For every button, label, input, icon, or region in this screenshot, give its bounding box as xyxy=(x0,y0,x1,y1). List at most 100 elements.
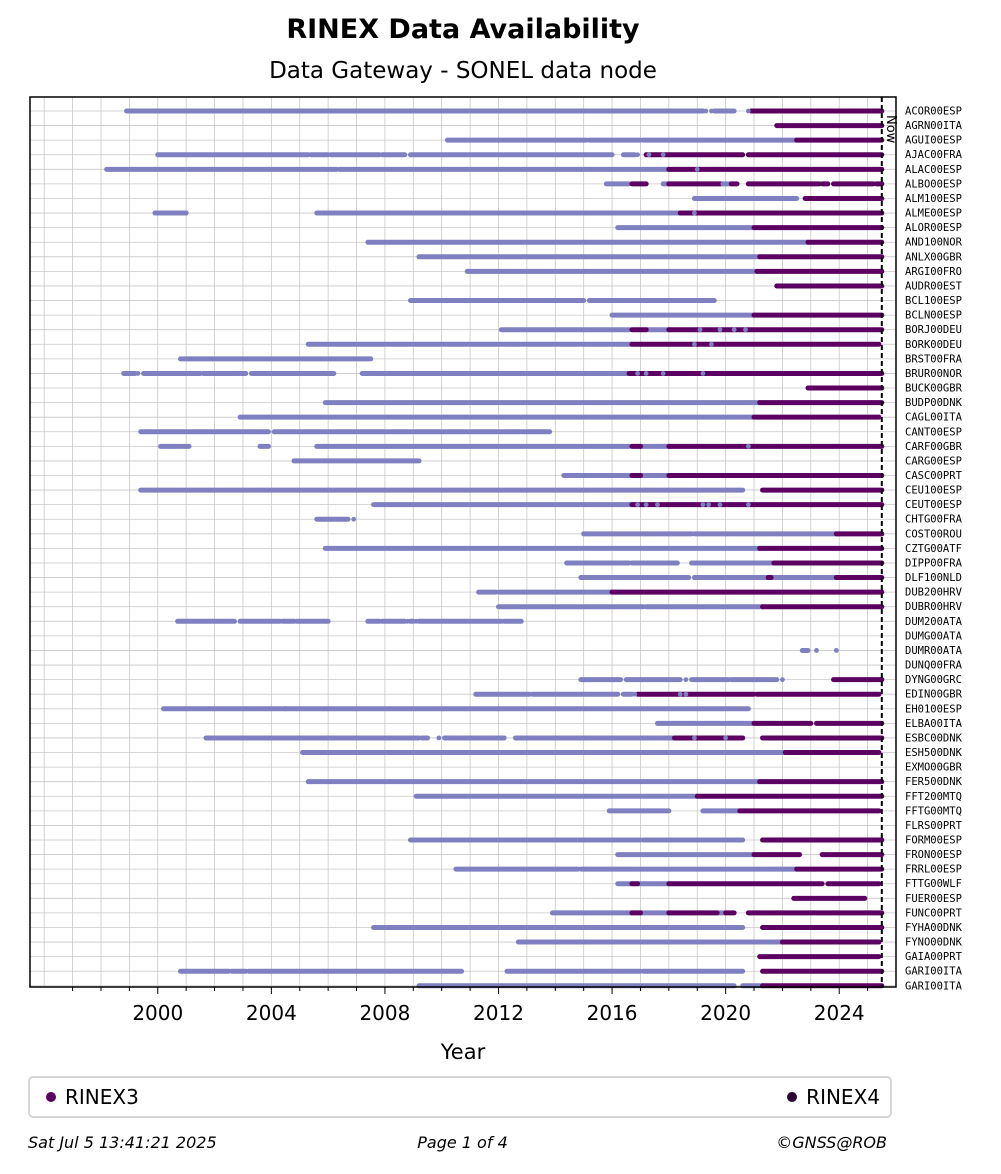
dot-rinex2 xyxy=(646,152,652,158)
station-label: AGUI00ESP xyxy=(905,135,962,147)
station-label: BORJ00DEU xyxy=(905,324,962,336)
station-label: FFT200MTQ xyxy=(905,791,962,803)
dot-rinex2 xyxy=(692,735,697,741)
dot-rinex2 xyxy=(655,502,660,508)
availability-chart: Now ACOR00ESP AGRN00ITA AGUI00ESP AJAC00FRA A… xyxy=(29,96,963,1064)
plot-frame xyxy=(29,96,897,988)
legend-marker-rinex3 xyxy=(46,1092,56,1102)
legend-marker-rinex4 xyxy=(787,1092,798,1102)
station-label: DYNG00GRC xyxy=(905,674,962,686)
station-label: FRRL00ESP xyxy=(905,864,962,876)
footer-timestamp: Sat Jul 5 13:41:21 2025 xyxy=(28,1133,217,1152)
dot-rinex2 xyxy=(743,327,748,333)
station-label: ARGI00FRO xyxy=(905,266,962,278)
legend-item-rinex3: RINEX3 xyxy=(46,1085,139,1109)
station-label: ANLX00GBR xyxy=(905,251,963,263)
legend: RINEX3 RINEX4 xyxy=(28,1076,892,1118)
station-label: BORK00DEU xyxy=(905,339,962,351)
x-tick-label: 2016 xyxy=(587,1001,638,1025)
station-label: FFTG00MTQ xyxy=(905,805,962,817)
station-label: CANT00ESP xyxy=(905,426,962,438)
dot-rinex2 xyxy=(745,108,751,114)
station-label: AJAC00FRA xyxy=(905,149,963,161)
dot-rinex2 xyxy=(635,371,641,376)
station-label: CASC00PRT xyxy=(905,470,963,482)
station-label: FER500DNK xyxy=(905,776,963,788)
station-label: AND100NOR xyxy=(905,237,963,249)
x-tick-label: 2020 xyxy=(700,1001,751,1025)
dot-rinex2 xyxy=(643,371,649,376)
station-label: EDIN00GBR xyxy=(905,689,963,701)
station-label: BCL100ESP xyxy=(905,295,962,307)
dot-rinex2 xyxy=(413,618,419,624)
station-label: ALM100ESP xyxy=(905,193,962,205)
dot-rinex2 xyxy=(709,108,714,114)
station-label: EH0100ESP xyxy=(905,703,962,715)
station-label: AUDR00EST xyxy=(905,280,963,292)
dot-rinex2 xyxy=(731,327,737,333)
station-label: CHTG00FRA xyxy=(905,514,963,526)
station-label: ESBC00DNK xyxy=(905,732,963,744)
station-label: FTTG00WLF xyxy=(905,878,962,890)
station-label: GARI00ITA xyxy=(905,980,963,992)
x-tick-label: 2000 xyxy=(132,1001,183,1025)
station-label: FUER00ESP xyxy=(905,893,962,905)
dot-rinex2 xyxy=(745,502,751,508)
station-label: ALME00ESP xyxy=(905,208,962,220)
dot-rinex2 xyxy=(692,341,697,347)
dot-rinex2 xyxy=(660,152,666,158)
station-label: DUB200HRV xyxy=(905,587,963,599)
station-label: BRST00FRA xyxy=(905,353,963,365)
station-label: FRON00ESP xyxy=(905,849,962,861)
station-label: ALOR00ESP xyxy=(905,222,962,234)
dot-rinex2 xyxy=(683,677,689,683)
station-label: DUBR00HRV xyxy=(905,601,963,613)
station-label: CEUT00ESP xyxy=(905,499,962,511)
station-label: GAIA00PRT xyxy=(905,951,963,963)
station-label: FYNO00DNK xyxy=(905,937,963,949)
station-label: FYHA00DNK xyxy=(905,922,963,934)
station-label: BCLN00ESP xyxy=(905,310,962,322)
dot-rinex2 xyxy=(692,210,697,216)
station-label: CEU100ESP xyxy=(905,485,962,497)
station-label: CARF00GBR xyxy=(905,441,963,453)
station-label: CAGL00ITA xyxy=(905,412,963,424)
station-label: DUMG00ATA xyxy=(905,630,963,642)
footer-copyright: ©GNSS@ROB xyxy=(776,1133,887,1152)
chart-title: RINEX Data Availability xyxy=(286,14,640,45)
x-tick-label: 2008 xyxy=(359,1001,410,1025)
x-axis-label: Year xyxy=(440,1040,486,1064)
dot-rinex2 xyxy=(635,502,641,508)
dot-rinex2 xyxy=(700,502,706,508)
station-label: COST00ROU xyxy=(905,528,962,540)
dot-rinex2 xyxy=(626,166,632,172)
station-label: DUNQ00FRA xyxy=(905,660,963,672)
dot-rinex2 xyxy=(351,516,357,522)
station-label: BUDP00DNK xyxy=(905,397,963,409)
legend-item-rinex4: RINEX4 xyxy=(787,1085,880,1109)
station-label: DUM200ATA xyxy=(905,616,963,628)
dot-rinex2 xyxy=(814,648,819,653)
dot-rinex2 xyxy=(677,691,683,697)
dot-rinex2 xyxy=(683,691,689,697)
dot-rinex2 xyxy=(703,108,709,114)
dot-rinex2 xyxy=(697,327,703,333)
station-label: FORM00ESP xyxy=(905,835,962,847)
station-label: AGRN00ITA xyxy=(905,120,963,132)
dot-rinex2 xyxy=(436,735,442,741)
station-label: DLF100NLD xyxy=(905,572,962,584)
dot-rinex2 xyxy=(405,618,411,624)
station-label: CZTG00ATF xyxy=(905,543,962,555)
station-label: CARG00ESP xyxy=(905,455,962,467)
dot-rinex2 xyxy=(833,648,839,653)
station-label: BUCK00GBR xyxy=(905,383,963,395)
station-label: ESH500DNK xyxy=(905,747,963,759)
footer-page-number: Page 1 of 4 xyxy=(417,1133,508,1152)
station-label: FLRS00PRT xyxy=(905,820,963,832)
dot-rinex2 xyxy=(660,371,666,376)
station-label: ALBO00ESP xyxy=(905,178,962,190)
legend-label-rinex4: RINEX4 xyxy=(806,1085,880,1109)
dot-rinex2 xyxy=(706,502,712,508)
dot-rinex2 xyxy=(780,677,785,683)
dot-rinex2 xyxy=(135,371,141,376)
